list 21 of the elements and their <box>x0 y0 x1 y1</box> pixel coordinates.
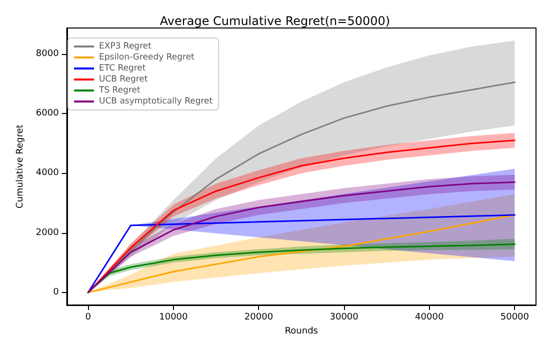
x-tick-label: 0 <box>85 312 92 322</box>
x-tick-label: 30000 <box>330 312 359 322</box>
legend-label: EXP3 Regret <box>99 42 152 52</box>
legend-label: UCB Regret <box>99 74 148 84</box>
x-axis-title: Rounds <box>284 326 318 336</box>
line-series <box>87 214 516 294</box>
legend-label: TS Regret <box>98 86 141 96</box>
legend-label: ETC Regret <box>99 64 146 74</box>
legend-label: UCB asymptotically Regret <box>99 96 214 106</box>
x-tick-label: 40000 <box>415 312 444 322</box>
legend-label: Epsilon-Greedy Regret <box>99 52 196 62</box>
y-tick-label: 8000 <box>36 48 60 59</box>
x-tick-label: 20000 <box>244 312 274 322</box>
x-tick-label: 10000 <box>159 312 188 322</box>
y-tick-label: 6000 <box>36 108 60 119</box>
y-tick-label: 4000 <box>36 168 60 178</box>
y-tick-label: 0 <box>53 287 60 298</box>
chart-title: Average Cumulative Regret(n=50000) <box>160 14 390 28</box>
x-tick-label: 50000 <box>500 312 530 322</box>
y-axis-title: Cumulative Regret <box>16 124 26 208</box>
y-tick-label: 2000 <box>36 228 60 238</box>
